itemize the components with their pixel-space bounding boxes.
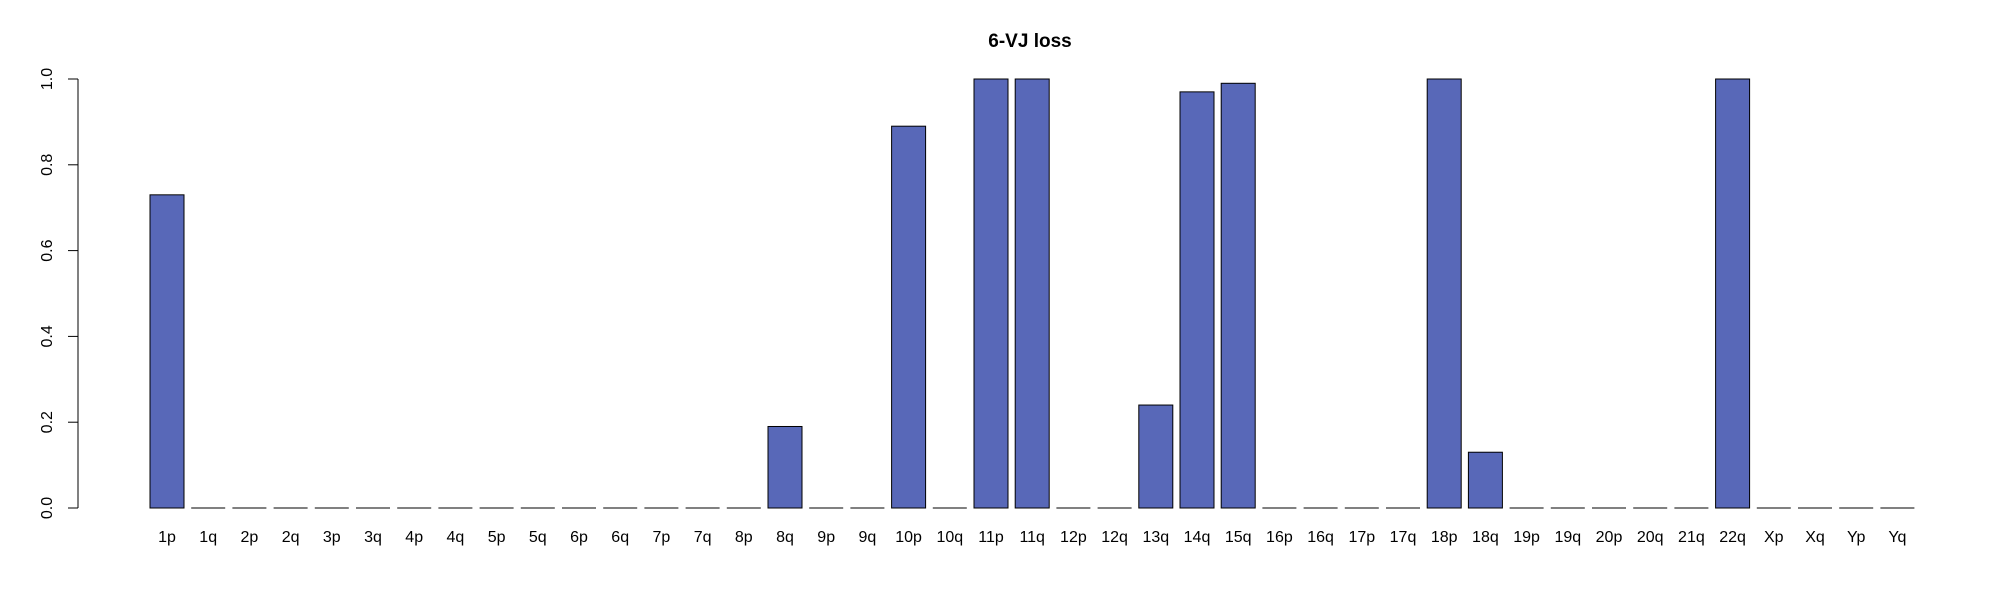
x-tick-label: 8p	[735, 529, 753, 546]
bar-8q	[767, 425, 803, 509]
x-tick-label: 11q	[1019, 529, 1045, 546]
y-tick-label: 0.0	[39, 497, 56, 519]
bar-10p	[891, 125, 927, 509]
x-tick-label: 20q	[1637, 529, 1664, 546]
bar-11p	[973, 78, 1009, 509]
x-tick-label: 8q	[776, 529, 794, 546]
bars	[149, 78, 1915, 509]
x-tick-label: Xq	[1805, 529, 1825, 546]
bar-13q	[1138, 404, 1174, 509]
x-tick-label: 20p	[1596, 529, 1623, 546]
x-tick-label: Yp	[1847, 529, 1865, 546]
x-tick-label: 17p	[1348, 529, 1375, 546]
x-tick-label: Xp	[1764, 529, 1784, 546]
bar-11q	[1014, 78, 1050, 509]
x-tick-label: 3q	[364, 529, 382, 546]
x-tick-label: 3p	[323, 529, 341, 546]
bar-14q	[1179, 91, 1215, 509]
x-tick-label: 7p	[653, 529, 671, 546]
x-axis-labels: 1p 1q 2p 2q 3p 3q 4p 4q 5p 5q 6p 6q 7p 7q 8p 8q 9p 9q 10p 1…	[158, 529, 1906, 546]
x-tick-label: 15q	[1225, 529, 1252, 546]
chart-title: 6-VJ loss	[988, 31, 1071, 52]
x-tick-label: 16q	[1307, 529, 1334, 546]
x-tick-label: 13q	[1142, 529, 1169, 546]
x-tick-label: 17q	[1390, 529, 1417, 546]
x-tick-label: 2q	[282, 529, 300, 546]
x-tick-label: Yq	[1888, 529, 1906, 546]
bar-22q	[1715, 78, 1751, 509]
x-tick-label: 19q	[1554, 529, 1581, 546]
x-tick-label: 7q	[694, 529, 712, 546]
x-tick-label: 9q	[859, 529, 877, 546]
x-tick-label: 14q	[1184, 529, 1211, 546]
bar-1p	[149, 194, 185, 509]
x-tick-label: 10q	[936, 529, 963, 546]
x-tick-label: 9p	[817, 529, 835, 546]
x-tick-label: 19p	[1513, 529, 1540, 546]
x-tick-label: 11p	[978, 529, 1004, 546]
y-axis: 0.0 0.2 0.4 0.6 0.8 1.0	[39, 68, 79, 519]
x-tick-label: 10p	[895, 529, 922, 546]
x-tick-label: 16p	[1266, 529, 1293, 546]
x-tick-label: 4p	[405, 529, 423, 546]
x-tick-label: 6q	[611, 529, 629, 546]
y-tick-label: 0.8	[39, 154, 56, 176]
x-tick-label: 4q	[447, 529, 465, 546]
x-tick-label: 22q	[1719, 529, 1746, 546]
x-tick-label: 2p	[241, 529, 259, 546]
x-tick-label: 18q	[1472, 529, 1499, 546]
x-tick-label: 18p	[1431, 529, 1458, 546]
y-tick-label: 0.6	[39, 239, 56, 261]
x-tick-label: 5p	[488, 529, 506, 546]
x-tick-label: 5q	[529, 529, 547, 546]
bar-15q	[1220, 82, 1256, 509]
bar-18p	[1426, 78, 1462, 509]
x-tick-label: 12p	[1060, 529, 1087, 546]
y-tick-label: 0.2	[39, 411, 56, 433]
x-tick-label: 21q	[1678, 529, 1705, 546]
x-tick-label: 6p	[570, 529, 588, 546]
x-tick-label: 1p	[158, 529, 176, 546]
bar-18q	[1467, 451, 1503, 509]
x-tick-label: 1q	[199, 529, 217, 546]
y-tick-label: 1.0	[39, 68, 56, 90]
y-tick-label: 0.4	[39, 325, 56, 347]
x-tick-label: 12q	[1101, 529, 1128, 546]
